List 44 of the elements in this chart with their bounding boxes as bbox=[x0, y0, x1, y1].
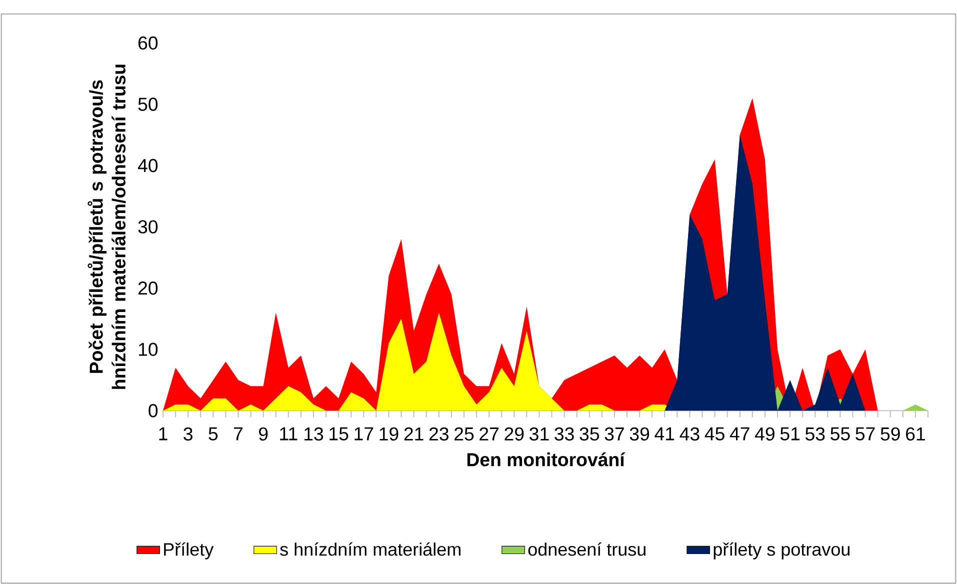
x-tick-label: 29 bbox=[504, 427, 524, 441]
x-tick-label: 13 bbox=[304, 427, 324, 441]
x-tick-label: 21 bbox=[404, 427, 424, 440]
x-tick-label: 11 bbox=[280, 427, 298, 440]
x-tick-label: 17 bbox=[354, 427, 374, 440]
y-tick-label: 40 bbox=[138, 158, 158, 172]
x-tick-label: 27 bbox=[480, 427, 499, 440]
y-tick-label: 30 bbox=[138, 220, 158, 234]
x-tick-label: 41 bbox=[654, 427, 674, 440]
x-tick-label: 3 bbox=[184, 427, 192, 441]
x-axis-title: Den monitorování bbox=[467, 452, 626, 466]
x-tick-label: 51 bbox=[780, 427, 800, 440]
x-tick-label: 61 bbox=[906, 427, 925, 441]
x-tick-label: 25 bbox=[454, 427, 474, 441]
x-tick-label: 55 bbox=[830, 427, 850, 440]
x-tick-label: 45 bbox=[704, 427, 724, 440]
y-tick-label: 20 bbox=[138, 281, 158, 295]
x-tick-label: 57 bbox=[856, 427, 875, 440]
x-tick-label: 35 bbox=[580, 427, 599, 441]
x-tick-label: 23 bbox=[429, 427, 448, 441]
x-tick-label: 5 bbox=[208, 427, 218, 440]
x-tick-label: 37 bbox=[604, 427, 624, 441]
x-tick-label: 7 bbox=[234, 427, 243, 440]
legend-label: s hnízdním materiálem bbox=[280, 542, 460, 556]
x-tick-label: 9 bbox=[259, 427, 268, 441]
y-tick-label: 10 bbox=[138, 342, 158, 356]
x-tick-label: 15 bbox=[330, 427, 348, 440]
x-tick-label: 43 bbox=[680, 427, 700, 441]
x-tick-label: 31 bbox=[530, 427, 549, 441]
y-tick-label: 60 bbox=[138, 36, 158, 50]
x-tick-label: 53 bbox=[806, 427, 825, 441]
legend-label: odnesení trusu bbox=[528, 542, 646, 556]
x-tick-label: 47 bbox=[730, 427, 750, 440]
x-tick-label: 59 bbox=[880, 427, 900, 441]
x-tick-label: 49 bbox=[755, 427, 774, 441]
y-axis-title: Počet příletů/příletů s potravou/s hnízdním materiálem/odnesení trusu bbox=[88, 64, 126, 389]
legend-label: přílety s potravou bbox=[714, 542, 850, 560]
x-tick-label: 33 bbox=[554, 427, 574, 441]
x-tick-label: 1 bbox=[159, 427, 168, 440]
x-tick-label: 19 bbox=[380, 427, 398, 441]
legend-label: Přílety bbox=[164, 542, 214, 560]
y-tick-label: 0 bbox=[148, 404, 158, 418]
y-tick-label: 50 bbox=[138, 98, 158, 111]
x-tick-label: 39 bbox=[630, 427, 650, 441]
